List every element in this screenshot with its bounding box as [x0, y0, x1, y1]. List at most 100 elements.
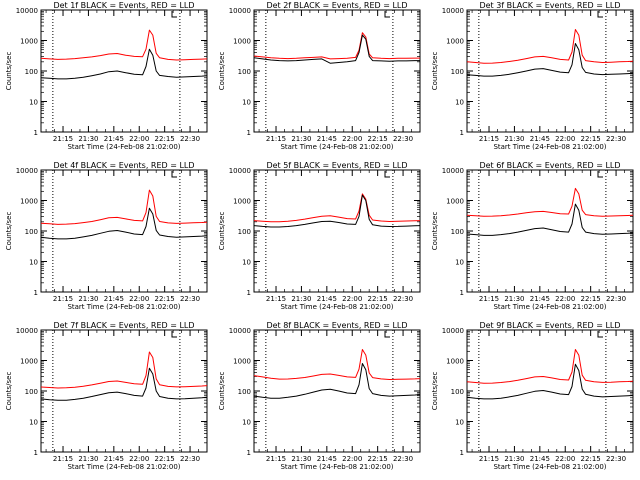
y-axis-label: Counts/sec: [5, 52, 13, 91]
x-tick-label: 21:45: [317, 455, 337, 463]
x-tick-label: 22:30: [180, 455, 200, 463]
y-tick-label: 10: [455, 259, 464, 267]
events-series-line: [253, 194, 421, 228]
y-tick-label: 10000: [229, 7, 251, 15]
detector-panel-6: Det 6f BLACK = Events, RED = LLD 1 10 100 10…: [431, 161, 634, 311]
y-axis-label: Counts/sec: [431, 372, 439, 411]
x-tick-label: 22:30: [606, 295, 626, 303]
detector-panel-5: Det 5f BLACK = Events, RED = LLD 1 10 100 10…: [218, 161, 421, 311]
panel-title: Det 1f BLACK = Events, RED = LLD: [53, 1, 194, 10]
x-tick-label: 21:30: [78, 135, 98, 143]
y-tick-label: 1: [34, 129, 38, 137]
y-tick-label: 1: [34, 449, 38, 457]
corner-mark: [597, 331, 603, 338]
x-tick-label: 21:45: [317, 135, 337, 143]
y-tick-label: 100: [238, 228, 251, 236]
y-tick-label: 1000: [233, 38, 251, 46]
y-tick-label: 1: [247, 129, 251, 137]
x-tick-label: 22:30: [180, 135, 200, 143]
x-tick-label: 21:45: [104, 455, 124, 463]
y-tick-label: 10: [455, 419, 464, 427]
panel-title: Det 4f BLACK = Events, RED = LLD: [53, 161, 194, 170]
x-tick-label: 22:30: [180, 295, 200, 303]
corner-mark: [384, 171, 390, 178]
y-tick-label: 10: [29, 419, 38, 427]
x-tick-label: 21:15: [479, 135, 499, 143]
events-series-line: [40, 367, 208, 401]
y-tick-label: 100: [25, 388, 38, 396]
x-tick-label: 21:30: [291, 135, 311, 143]
lld-series-line: [40, 29, 208, 61]
x-tick-label: 21:30: [291, 455, 311, 463]
events-series-line: [253, 363, 421, 399]
x-tick-label: 22:15: [368, 455, 388, 463]
x-tick-label: 22:15: [368, 295, 388, 303]
x-tick-label: 22:30: [393, 295, 413, 303]
x-tick-label: 22:30: [393, 455, 413, 463]
lld-series-line: [253, 32, 420, 60]
y-tick-label: 10000: [229, 327, 251, 335]
x-tick-label: 21:45: [104, 295, 124, 303]
y-tick-label: 10: [242, 99, 251, 107]
y-tick-label: 1000: [20, 38, 38, 46]
x-tick-label: 21:30: [78, 295, 98, 303]
events-series-line: [40, 48, 208, 80]
x-tick-label: 21:45: [104, 135, 124, 143]
corner-mark: [597, 11, 603, 18]
y-axis-label: Counts/sec: [218, 52, 226, 91]
x-tick-label: 21:45: [317, 295, 337, 303]
y-tick-label: 1000: [446, 358, 464, 366]
y-axis-label: Counts/sec: [431, 212, 439, 251]
panel-title: Det 2f BLACK = Events, RED = LLD: [266, 1, 407, 10]
y-tick-label: 100: [451, 228, 464, 236]
x-axis-label: Start Time (24-Feb-08 21:02:00): [493, 463, 606, 471]
x-tick-label: 21:15: [53, 295, 73, 303]
x-tick-label: 22:15: [155, 455, 175, 463]
y-tick-label: 10000: [16, 7, 38, 15]
x-tick-label: 21:45: [530, 295, 550, 303]
corner-mark: [597, 171, 603, 178]
y-tick-label: 10: [29, 259, 38, 267]
x-tick-label: 22:15: [581, 135, 601, 143]
events-series-line: [40, 207, 208, 240]
x-tick-label: 22:00: [342, 135, 362, 143]
x-axis-label: Start Time (24-Feb-08 21:02:00): [493, 143, 606, 151]
y-tick-label: 1: [460, 449, 464, 457]
y-tick-label: 100: [451, 388, 464, 396]
y-tick-label: 1: [460, 129, 464, 137]
lld-series-line: [466, 29, 634, 64]
detector-panel-7: Det 7f BLACK = Events, RED = LLD 1 10 100 10…: [5, 321, 208, 471]
x-tick-label: 22:30: [606, 135, 626, 143]
y-tick-label: 10000: [16, 167, 38, 175]
y-tick-label: 10000: [229, 167, 251, 175]
detector-panel-3: Det 3f BLACK = Events, RED = LLD 1 10 100 10…: [431, 1, 634, 151]
x-tick-label: 22:15: [155, 295, 175, 303]
detector-panel-8: Det 8f BLACK = Events, RED = LLD 1 10 100 10…: [218, 321, 421, 471]
y-tick-label: 1: [34, 289, 38, 297]
y-axis-label: Counts/sec: [5, 212, 13, 251]
y-axis-label: Counts/sec: [5, 372, 13, 411]
x-axis-label: Start Time (24-Feb-08 21:02:00): [280, 303, 393, 311]
lld-series-line: [40, 189, 208, 225]
x-tick-label: 22:00: [342, 455, 362, 463]
y-tick-label: 1000: [446, 38, 464, 46]
x-tick-label: 21:45: [530, 135, 550, 143]
corner-mark: [171, 11, 177, 18]
y-tick-label: 10000: [442, 327, 464, 335]
events-series-line: [466, 363, 634, 400]
panel-title: Det 6f BLACK = Events, RED = LLD: [479, 161, 620, 170]
y-tick-label: 100: [451, 68, 464, 76]
x-tick-label: 21:30: [504, 295, 524, 303]
lld-series-line: [466, 349, 634, 384]
panel-title: Det 5f BLACK = Events, RED = LLD: [266, 161, 407, 170]
x-axis-label: Start Time (24-Feb-08 21:02:00): [67, 303, 180, 311]
y-tick-label: 10000: [442, 7, 464, 15]
y-tick-label: 1000: [20, 358, 38, 366]
corner-mark: [171, 171, 177, 178]
x-tick-label: 22:00: [129, 295, 149, 303]
y-tick-label: 1000: [20, 198, 38, 206]
x-tick-label: 22:15: [581, 455, 601, 463]
y-tick-label: 1: [460, 289, 464, 297]
y-tick-label: 100: [238, 388, 251, 396]
